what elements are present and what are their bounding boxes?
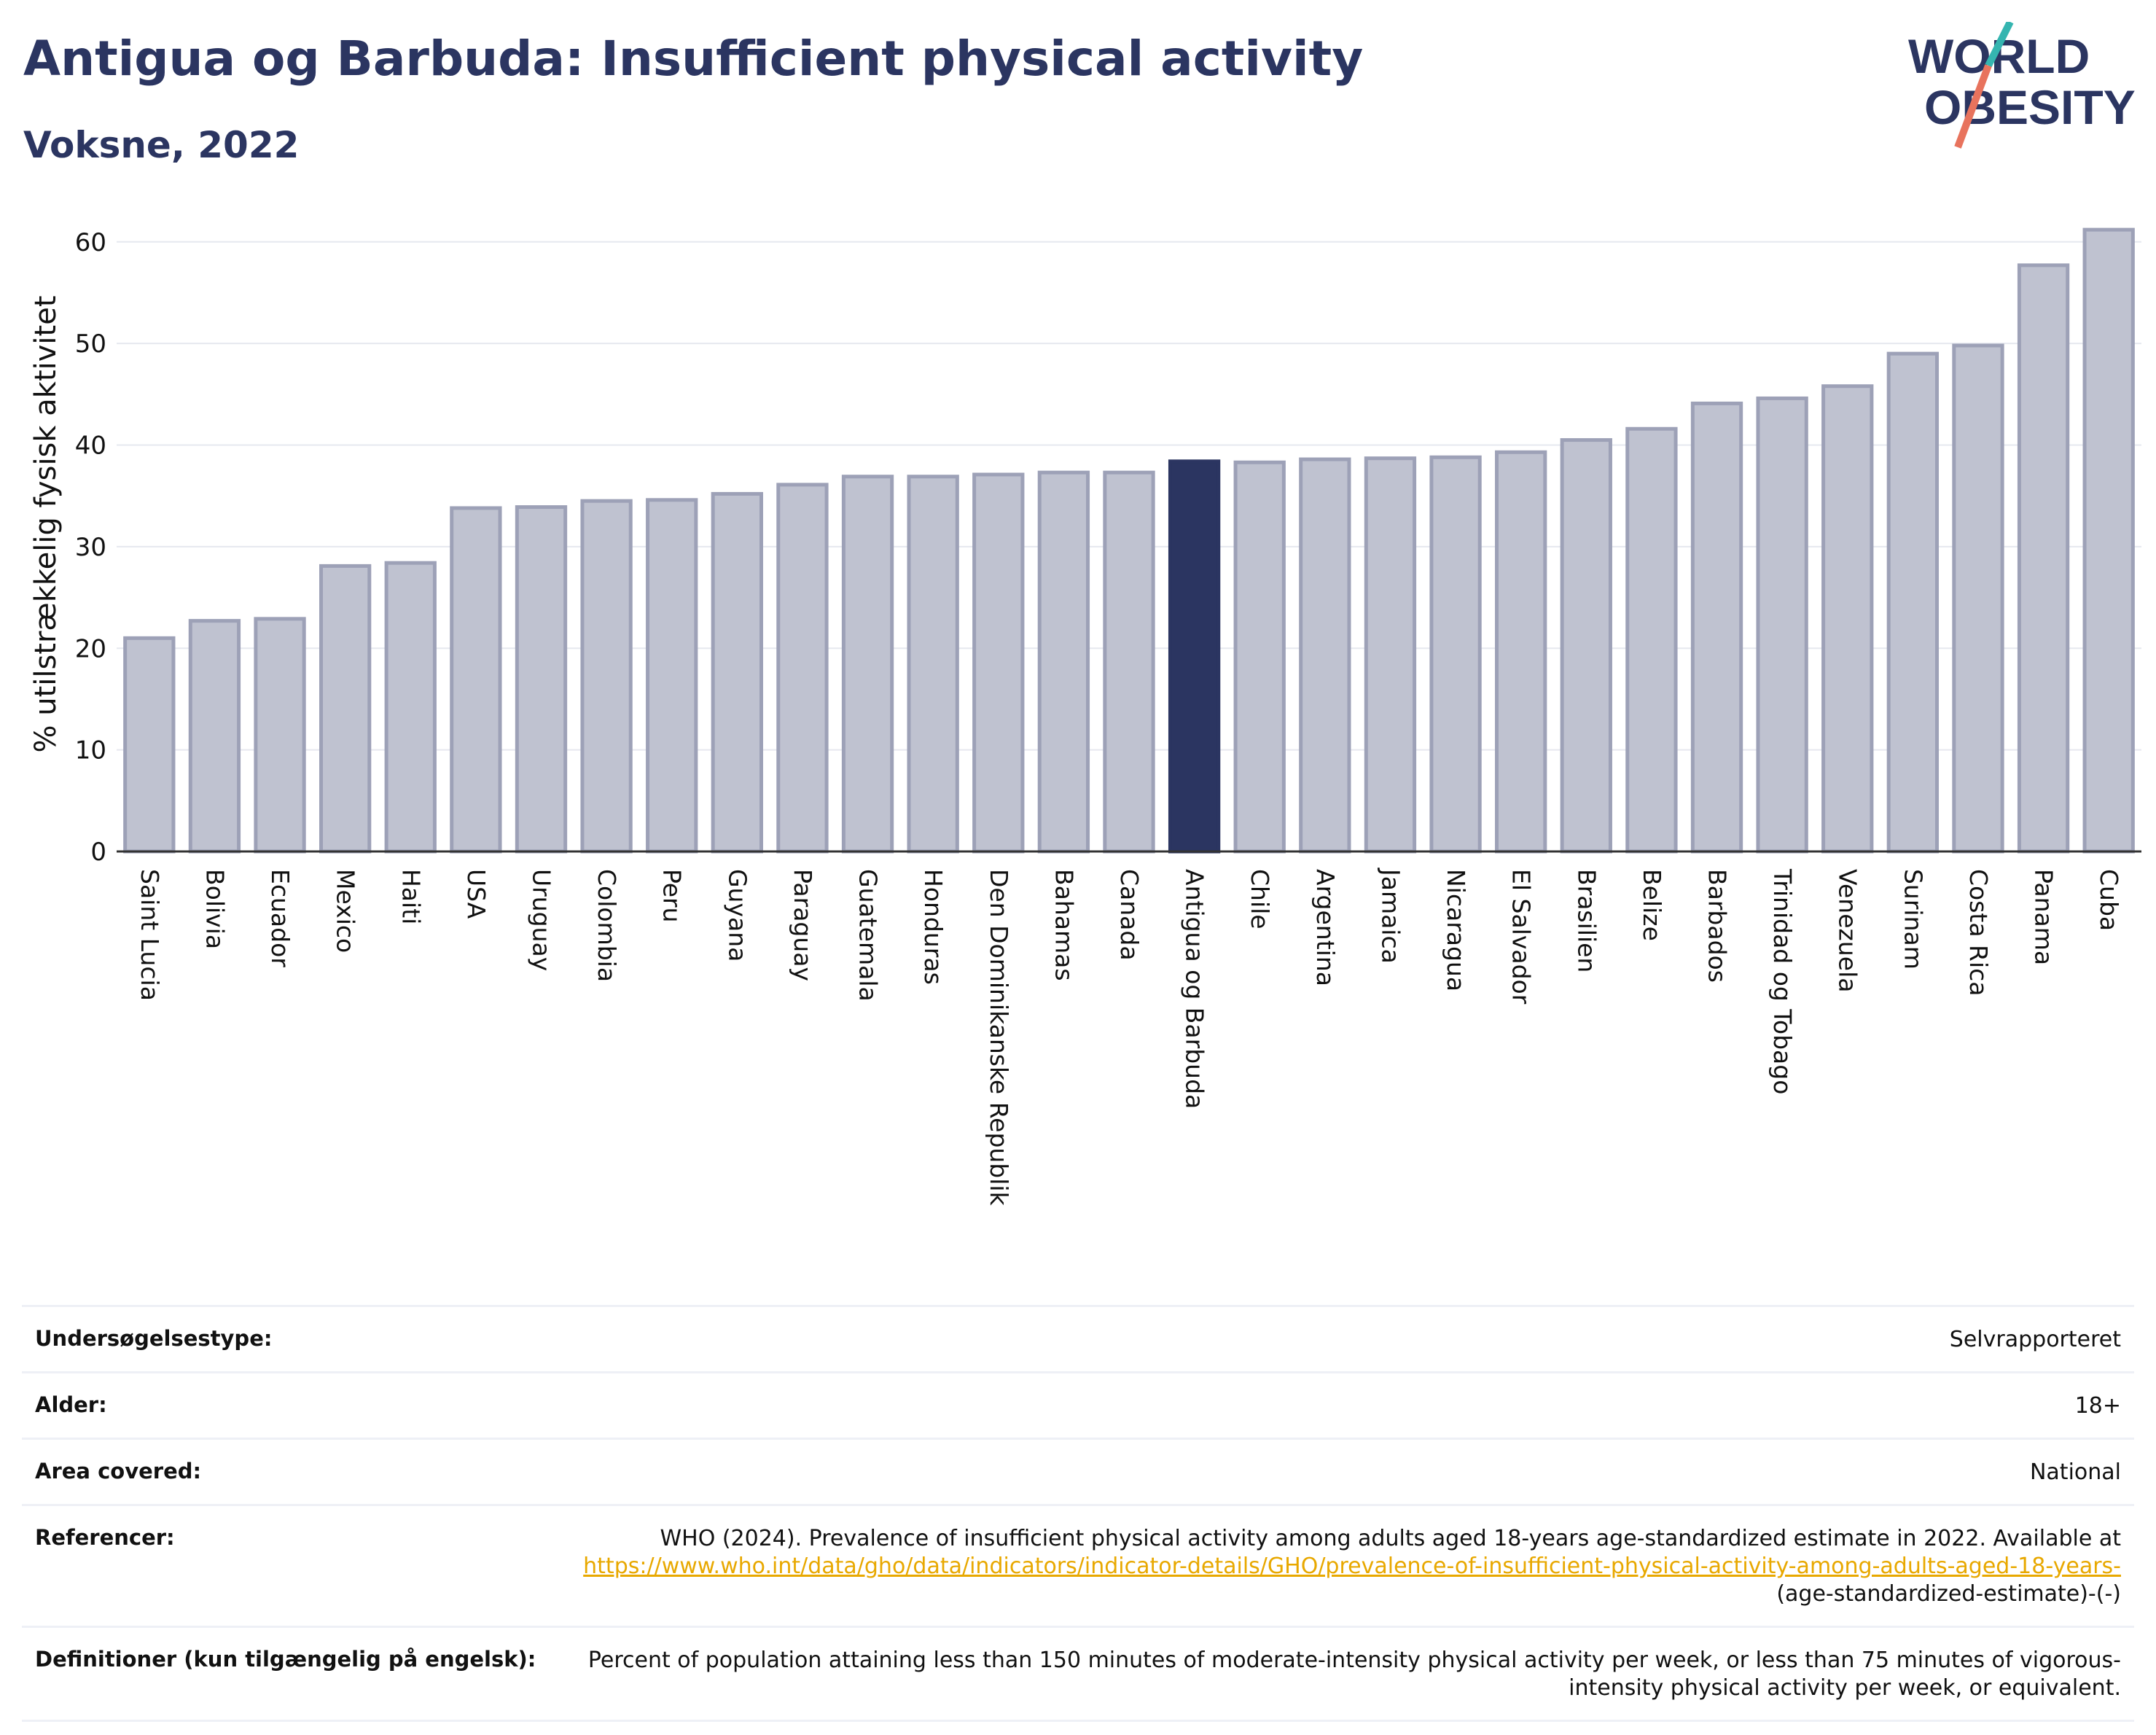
info-label: Referencer: <box>35 1525 175 1550</box>
x-tick-label: Paraguay <box>789 869 817 981</box>
bar <box>1821 384 1874 854</box>
bar <box>580 499 633 854</box>
chart-subtitle: Voksne, 2022 <box>23 124 300 166</box>
bar <box>515 505 568 854</box>
bar <box>2017 263 2070 854</box>
bar <box>1756 396 1808 854</box>
x-tick-label: Bahamas <box>1050 869 1078 981</box>
x-tick-label: Trinidad og Tobago <box>1768 868 1797 1094</box>
info-label: Definitioner (kun tilgængelig på engelsk… <box>35 1647 536 1672</box>
bar <box>841 475 894 854</box>
x-tick-label: Barbados <box>1703 869 1732 983</box>
bar <box>319 564 372 854</box>
x-tick-label: Panama <box>2030 869 2058 965</box>
x-tick-label: Saint Lucia <box>136 869 164 1001</box>
info-value: 18+ <box>2074 1393 2121 1419</box>
info-value: National <box>2029 1459 2121 1485</box>
y-tick-labels: 0 10 20 30 40 50 60 <box>75 228 106 867</box>
bar <box>123 636 176 854</box>
info-row-survey-type: Undersøgelsestype: Selvrapporteret <box>22 1305 2134 1371</box>
y-tick-label: 20 <box>75 634 106 663</box>
logo-line2: OBESITY <box>1924 80 2136 134</box>
bar <box>1429 455 1482 854</box>
logo-slash-teal <box>1985 22 2014 68</box>
y-tick-label: 10 <box>75 736 106 765</box>
y-tick-label: 0 <box>90 838 106 867</box>
bar <box>1299 457 1351 854</box>
info-label: Area covered: <box>35 1459 202 1483</box>
bar <box>1952 343 2004 854</box>
bar <box>776 483 829 854</box>
bar <box>1233 460 1286 854</box>
x-tick-label: Haiti <box>397 869 425 924</box>
bar <box>1690 401 1743 854</box>
info-row-age: Alder: 18+ <box>22 1371 2134 1438</box>
x-tick-label: El Salvador <box>1507 869 1536 1005</box>
x-tick-label: Costa Rica <box>1964 869 1993 997</box>
x-tick-label: Venezuela <box>1834 869 1862 992</box>
x-tick-label: Bolivia <box>200 869 229 949</box>
world-obesity-logo: WORLD OBESITY <box>1908 22 2136 149</box>
x-tick-label: Antigua og Barbuda <box>1181 869 1209 1109</box>
x-tick-label: Peru <box>658 869 687 923</box>
y-tick-label: 50 <box>75 330 106 359</box>
bar-highlighted <box>1168 459 1221 854</box>
bar <box>384 561 437 854</box>
x-tick-label: Brasilien <box>1572 869 1601 972</box>
y-axis-label: % utilstrækkelig fysisk aktivitet <box>29 295 63 752</box>
x-tick-label: Uruguay <box>527 869 555 971</box>
info-label: Undersøgelsestype: <box>35 1326 273 1351</box>
bar <box>2082 227 2135 854</box>
x-tick-label: Argentina <box>1311 869 1340 986</box>
x-tick-labels: Saint Lucia Bolivia Ecuador Mexico Haiti USA U… <box>136 868 2123 1206</box>
info-value: WHO (2024). Prevalence of insufficient p… <box>554 1525 2121 1608</box>
bars <box>123 227 2135 854</box>
x-tick-label: Mexico <box>332 869 360 953</box>
bar <box>1560 438 1612 854</box>
x-tick-label: Ecuador <box>266 869 294 967</box>
bar <box>646 498 698 854</box>
x-tick-label: Jamaica <box>1376 868 1405 964</box>
info-row-definitions: Definitioner (kun tilgængelig på engelsk… <box>22 1626 2134 1722</box>
x-tick-label: Guatemala <box>854 869 883 1002</box>
x-tick-label: Nicaragua <box>1442 869 1470 991</box>
bar <box>1625 426 1678 854</box>
x-tick-label: Belize <box>1638 869 1666 941</box>
reference-suffix: (age-standardized-estimate)-(-) <box>1776 1581 2121 1607</box>
info-table: Undersøgelsestype: Selvrapporteret Alder… <box>22 1305 2134 1722</box>
bar <box>907 475 959 854</box>
info-value: Percent of population attaining less tha… <box>587 1648 2121 1701</box>
bar <box>1886 351 1940 854</box>
x-tick-label: Guyana <box>723 869 751 962</box>
x-tick-label: Chile <box>1246 869 1274 929</box>
bar <box>972 472 1025 854</box>
x-tick-label: Den Dominikanske Republik <box>985 869 1013 1206</box>
info-label: Alder: <box>35 1392 107 1417</box>
bar <box>254 617 306 854</box>
chart-title: Antigua og Barbuda: Insufficient physica… <box>23 31 1364 87</box>
bar <box>1037 470 1090 854</box>
info-row-references: Referencer: WHO (2024). Prevalence of in… <box>22 1504 2134 1626</box>
bar-chart: 0 10 20 30 40 50 60 Saint Lucia Bolivia Ecuador M… <box>29 227 2141 1206</box>
x-tick-label: Canada <box>1115 869 1144 961</box>
bar <box>188 619 241 854</box>
x-tick-label: Cuba <box>2095 869 2123 931</box>
logo-slash-coral <box>1954 64 1992 149</box>
bar <box>1495 450 1547 854</box>
x-tick-label: Honduras <box>919 869 948 985</box>
bar <box>1364 456 1417 854</box>
reference-text: WHO (2024). Prevalence of insufficient p… <box>660 1526 2121 1551</box>
y-tick-label: 30 <box>75 533 106 562</box>
y-tick-label: 40 <box>75 432 106 461</box>
reference-link[interactable]: https://www.who.int/data/gho/data/indica… <box>583 1553 2121 1579</box>
x-tick-label: Colombia <box>593 869 621 982</box>
y-tick-label: 60 <box>75 228 106 257</box>
x-tick-label: Surinam <box>1899 869 1927 970</box>
x-tick-label: USA <box>462 869 491 919</box>
info-row-area: Area covered: National <box>22 1438 2134 1504</box>
bar <box>711 491 763 854</box>
bar <box>450 506 502 854</box>
info-value: Selvrapporteret <box>1949 1327 2121 1352</box>
bar <box>1103 470 1155 854</box>
